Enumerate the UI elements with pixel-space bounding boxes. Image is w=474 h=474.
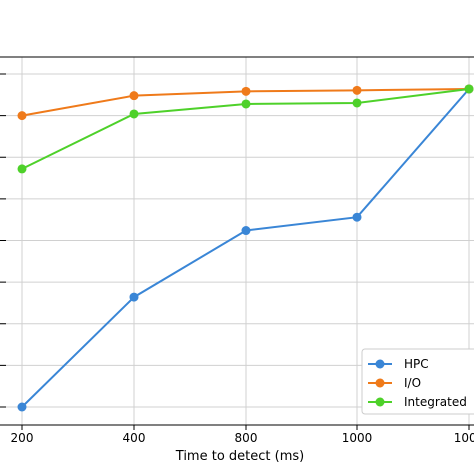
series-2-point-0 bbox=[17, 164, 27, 174]
legend: HPC I/O Integrated bbox=[361, 348, 474, 415]
series-2-point-4 bbox=[464, 84, 474, 94]
legend-marker-2 bbox=[375, 397, 385, 407]
x-tick-label-1: 400 bbox=[123, 431, 146, 445]
series-layer bbox=[17, 84, 474, 412]
series-1-point-1 bbox=[129, 91, 139, 101]
series-0-point-1 bbox=[129, 292, 139, 302]
series-0-point-2 bbox=[241, 226, 251, 236]
series-1-point-3 bbox=[352, 85, 362, 95]
legend-label-2: Integrated bbox=[404, 395, 467, 409]
x-axis-label: Time to detect (ms) bbox=[175, 449, 304, 464]
x-tick-label-0: 200 bbox=[11, 431, 34, 445]
grid-lines bbox=[0, 57, 474, 425]
x-tick-label-2: 800 bbox=[235, 431, 258, 445]
series-2-point-3 bbox=[352, 98, 362, 108]
series-1-point-0 bbox=[17, 111, 27, 121]
series-2-point-1 bbox=[129, 109, 139, 119]
legend-frame bbox=[361, 348, 474, 415]
legend-label-1: I/O bbox=[404, 376, 421, 390]
series-2-point-2 bbox=[241, 99, 251, 109]
series-1-point-2 bbox=[241, 86, 251, 96]
x-tick-labels: 200 400 800 1000 1000 bbox=[11, 425, 474, 445]
series-0-point-3 bbox=[352, 212, 362, 222]
legend-marker-1 bbox=[375, 378, 385, 388]
x-tick-label-4: 1000 bbox=[454, 431, 474, 445]
series-0-point-0 bbox=[17, 402, 27, 412]
x-tick-label-3: 1000 bbox=[342, 431, 373, 445]
legend-marker-0 bbox=[375, 359, 385, 369]
legend-label-0: HPC bbox=[404, 357, 429, 371]
